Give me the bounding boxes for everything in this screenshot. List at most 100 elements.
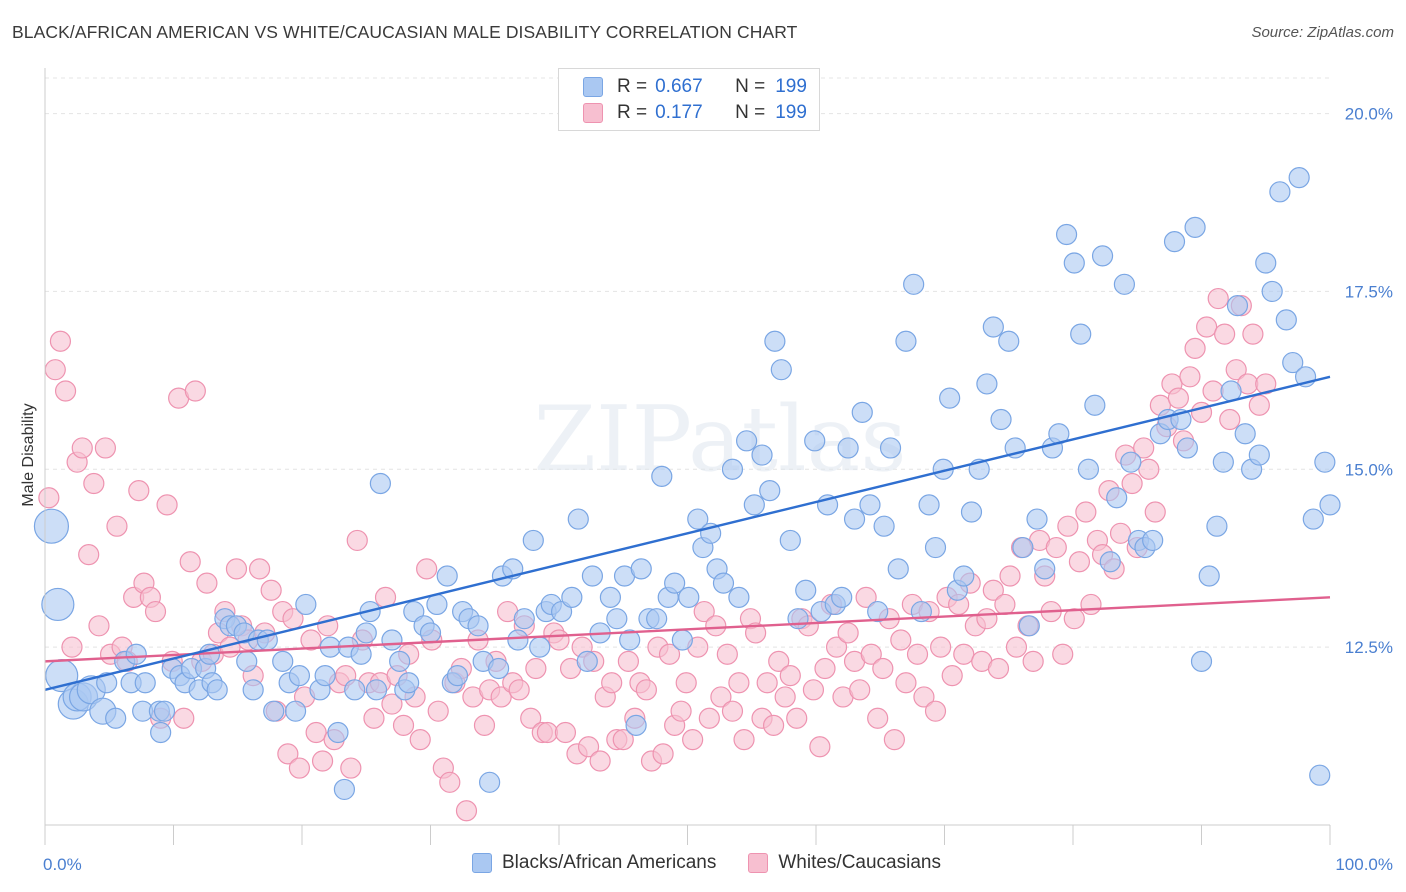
data-point (314, 664, 336, 687)
data-point (409, 729, 431, 751)
trend-line-pink (44, 596, 1331, 663)
data-point (716, 643, 738, 665)
data-point (156, 494, 178, 516)
data-point (831, 586, 853, 608)
data-point (1176, 437, 1198, 459)
legend-n-value: 199 (775, 76, 807, 97)
data-point (1198, 565, 1220, 587)
bottom-legend-label-pink: Whites/Caucasians (778, 852, 941, 873)
bottom-legend-item-pink: Whites/Caucasians (748, 852, 941, 874)
data-point (930, 636, 952, 658)
legend-swatch-blue (583, 77, 603, 97)
data-point (419, 622, 442, 644)
data-point (288, 757, 311, 779)
data-point (529, 636, 551, 658)
y-tick-label: 12.5% (1345, 638, 1393, 657)
data-point (1057, 515, 1079, 537)
data-point (488, 657, 510, 680)
data-point (1206, 515, 1228, 537)
data-point (381, 693, 403, 715)
data-point (144, 600, 167, 623)
data-point (33, 508, 70, 544)
data-point (1242, 323, 1264, 345)
data-point (327, 721, 349, 744)
legend-row-blue: R = 0.667 N = 199 (583, 75, 807, 99)
data-point (646, 608, 668, 630)
data-point (867, 600, 889, 623)
data-point (990, 408, 1012, 431)
data-point (369, 472, 391, 495)
data-point (779, 529, 801, 552)
data-point (1034, 558, 1056, 580)
data-point (787, 608, 809, 630)
data-point (346, 529, 368, 552)
data-point (1113, 273, 1136, 295)
chart-source: Source: ZipAtlas.com (1251, 24, 1394, 41)
data-point (350, 643, 372, 665)
data-point (1319, 494, 1341, 516)
data-point (1275, 309, 1297, 331)
data-point (1212, 451, 1234, 473)
data-point (664, 572, 686, 594)
data-point (786, 707, 808, 729)
data-point (895, 330, 917, 352)
bottom-legend-item-blue: Blacks/African Americans (472, 852, 716, 874)
data-point (843, 508, 866, 530)
data-point (88, 615, 110, 637)
data-point (1226, 295, 1249, 317)
data-point (1234, 423, 1256, 445)
data-point (153, 700, 176, 722)
data-point (513, 608, 535, 630)
data-point (1070, 323, 1092, 345)
data-point (630, 558, 652, 580)
data-point (550, 600, 573, 623)
legend-n-label: N = (735, 102, 766, 123)
data-point (837, 437, 859, 459)
data-point (1120, 451, 1142, 473)
data-point (272, 650, 294, 672)
data-point (855, 586, 877, 608)
data-point (363, 707, 385, 729)
trend-line-blue (44, 375, 1331, 691)
data-point (733, 729, 755, 751)
data-point (1288, 167, 1310, 189)
data-point (1248, 444, 1270, 466)
data-point (903, 273, 925, 295)
data-point (617, 650, 639, 672)
data-point (770, 359, 792, 381)
data-point (392, 714, 415, 737)
data-point (918, 494, 940, 516)
data-point (1167, 387, 1189, 409)
data-point (1248, 394, 1270, 416)
data-point (1052, 643, 1074, 665)
data-point (333, 778, 356, 801)
data-point (1045, 536, 1067, 559)
data-point (825, 636, 848, 658)
data-point (525, 657, 547, 680)
data-point (670, 700, 692, 722)
data-point (1080, 593, 1102, 616)
pink-series (38, 287, 1277, 822)
data-point (779, 664, 801, 687)
data-point (1075, 501, 1097, 523)
data-point (658, 643, 681, 665)
data-point (1018, 615, 1040, 637)
data-point (548, 629, 570, 651)
data-point (601, 672, 623, 694)
data-point (508, 679, 530, 701)
data-point (606, 608, 628, 630)
data-point (1163, 231, 1186, 253)
axes: 12.5% 15.0% 17.5% 20.0% 0.0% 100.0% (43, 68, 1393, 874)
data-point (1099, 551, 1121, 573)
data-point (953, 565, 975, 587)
data-point (340, 757, 362, 779)
data-point (774, 686, 796, 708)
data-point (998, 330, 1020, 352)
data-point (809, 736, 831, 758)
data-point (762, 714, 785, 737)
data-point (1225, 359, 1247, 381)
data-point (860, 643, 882, 665)
data-point (277, 743, 299, 765)
data-point (651, 465, 673, 487)
data-point (764, 330, 786, 352)
